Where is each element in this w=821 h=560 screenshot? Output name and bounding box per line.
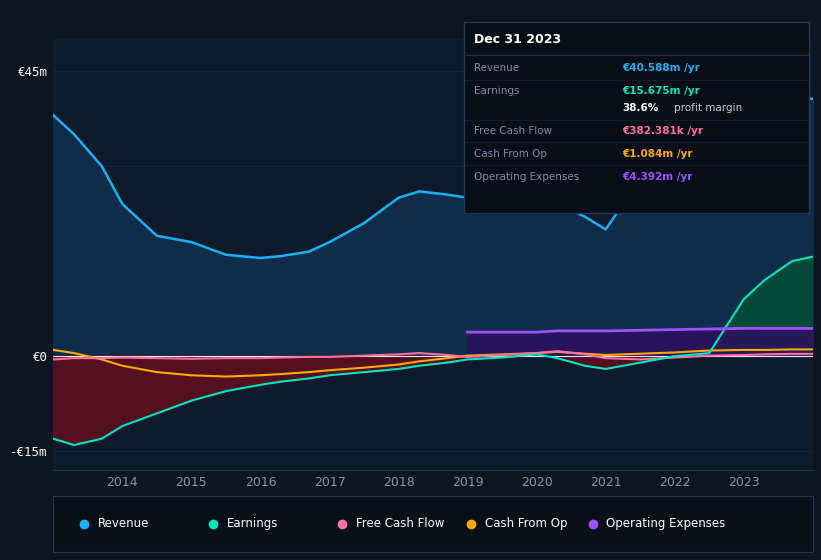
Text: Earnings: Earnings — [227, 517, 277, 530]
Text: Operating Expenses: Operating Expenses — [606, 517, 726, 530]
Text: €1.084m /yr: €1.084m /yr — [622, 149, 693, 159]
Text: Free Cash Flow: Free Cash Flow — [475, 126, 553, 136]
Text: Cash From Op: Cash From Op — [475, 149, 548, 159]
Text: €40.588m /yr: €40.588m /yr — [622, 63, 700, 73]
Text: Earnings: Earnings — [475, 86, 520, 96]
Text: Operating Expenses: Operating Expenses — [475, 171, 580, 181]
Text: €4.392m /yr: €4.392m /yr — [622, 171, 693, 181]
Text: Free Cash Flow: Free Cash Flow — [355, 517, 444, 530]
Text: Cash From Op: Cash From Op — [484, 517, 567, 530]
Text: Revenue: Revenue — [98, 517, 149, 530]
Text: €15.675m /yr: €15.675m /yr — [622, 86, 700, 96]
Text: Revenue: Revenue — [475, 63, 520, 73]
Text: 38.6%: 38.6% — [622, 103, 658, 113]
Text: €382.381k /yr: €382.381k /yr — [622, 126, 704, 136]
Text: Dec 31 2023: Dec 31 2023 — [475, 33, 562, 46]
Text: profit margin: profit margin — [674, 103, 742, 113]
